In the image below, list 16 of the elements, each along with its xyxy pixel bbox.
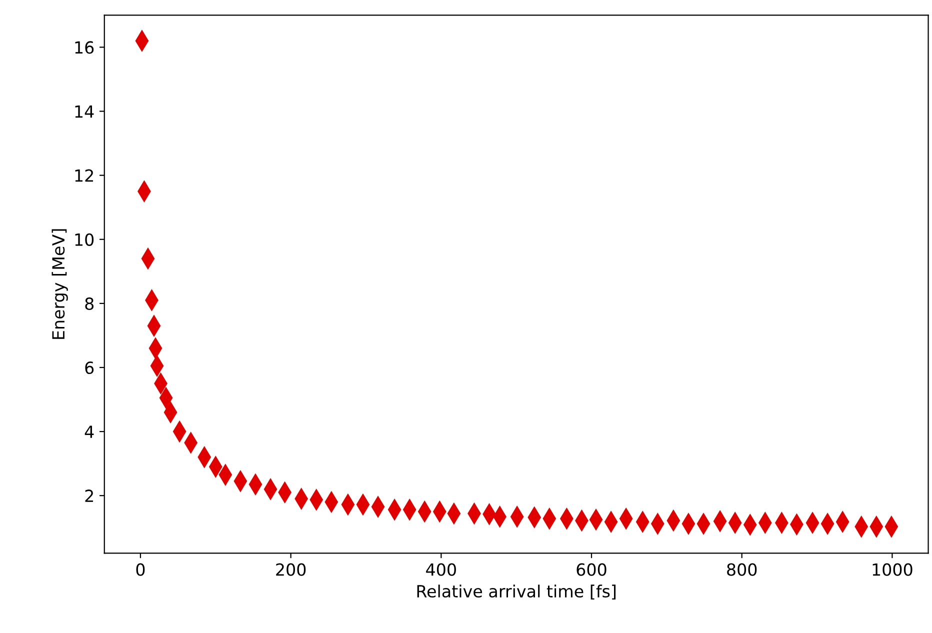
x-tick-label: 600 bbox=[576, 563, 606, 576]
y-tick-label: 8 bbox=[85, 297, 94, 310]
y-tick-label: 12 bbox=[75, 169, 93, 182]
x-tick-label: 400 bbox=[426, 563, 456, 576]
y-tick-label: 2 bbox=[85, 490, 93, 502]
y-tick-label: 14 bbox=[75, 105, 94, 118]
y-tick-label: 6 bbox=[85, 361, 94, 374]
y-axis-title: Energy [MeV] bbox=[52, 229, 68, 339]
y-tick-label: 16 bbox=[75, 41, 94, 54]
x-tick-label: 200 bbox=[276, 563, 306, 576]
x-tick-label: 1000 bbox=[872, 563, 912, 576]
x-tick-label: 800 bbox=[727, 563, 757, 576]
y-tick-label: 10 bbox=[75, 233, 94, 246]
x-tick-label: 0 bbox=[136, 563, 145, 576]
x-axis-title: Relative arrival time [fs] bbox=[417, 584, 616, 600]
y-tick-label: 4 bbox=[84, 426, 94, 438]
